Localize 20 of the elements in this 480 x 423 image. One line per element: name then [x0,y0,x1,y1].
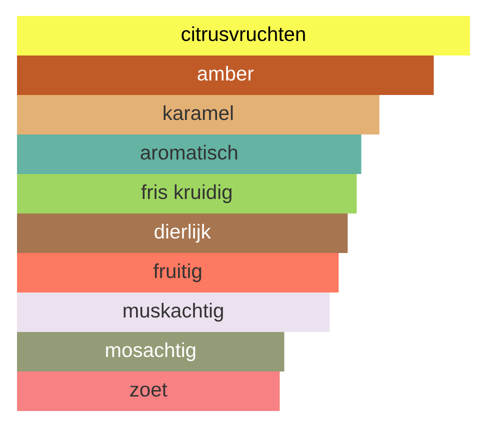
bar [17,214,348,253]
y-tick-label: aromatisch [140,144,238,160]
bar [17,56,434,95]
y-tick-label: citrusvruchten [182,26,305,42]
bar [17,134,362,174]
bar [17,16,470,56]
y-tick-label: fruitig [153,263,202,282]
y-tick-label: zoet [130,383,168,397]
bar [17,372,280,411]
bar [17,292,330,332]
bar [17,253,339,292]
bar [17,332,284,372]
y-tick-label: dierlijk [154,224,211,243]
y-tick-label: fris kruidig [141,184,232,204]
y-tick-label: mosachtig [106,342,196,362]
y-tick-label: karamel [164,105,233,120]
y-tick-label: amber [198,66,254,81]
bar [17,174,357,214]
y-tick-label: muskachtig [124,302,223,322]
bar [17,95,380,134]
